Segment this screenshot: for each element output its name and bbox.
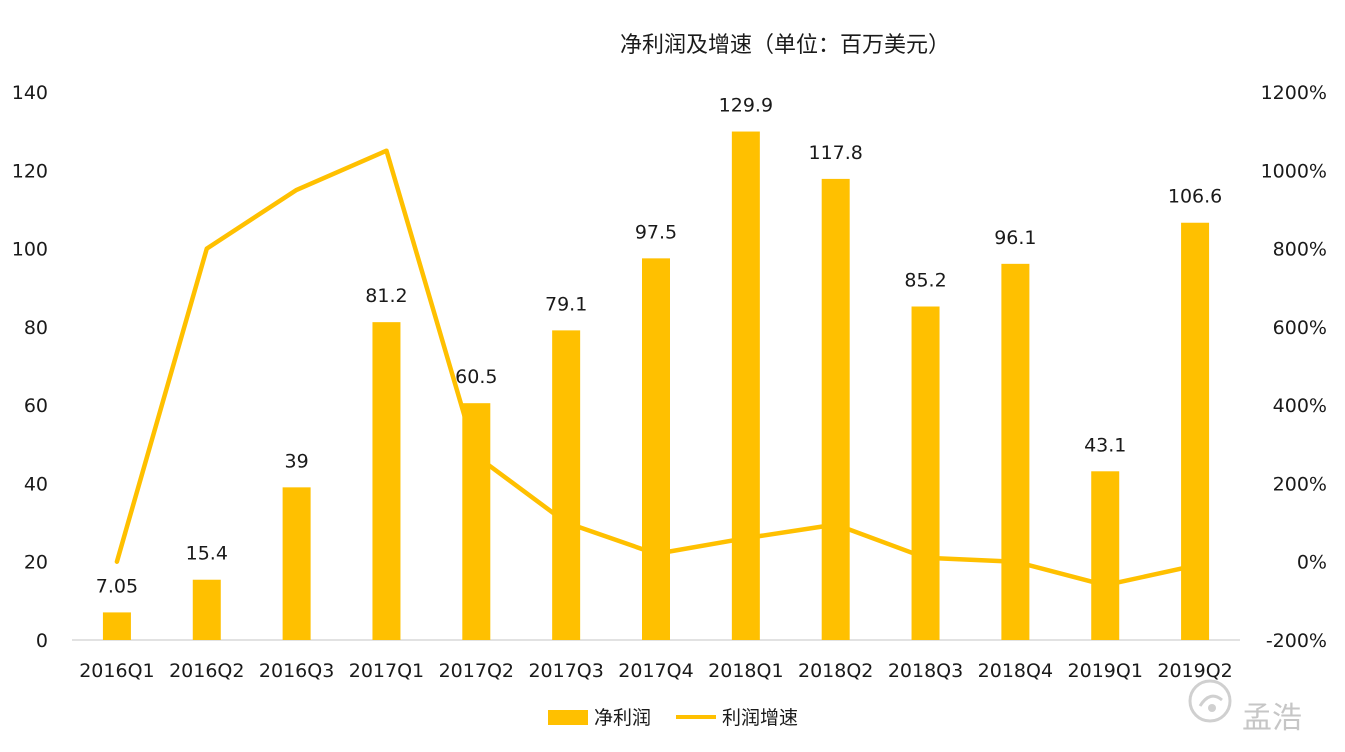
bar-data-labels: 7.05 15.4 39 81.2 60.5 79.1 97.5 129.9 117.8 85.2… <box>96 95 1223 598</box>
bar <box>102 612 131 640</box>
bar <box>821 178 850 640</box>
chart-title: 净利润及增速（单位：百万美元） <box>620 33 950 58</box>
x-tick-label: 2018Q4 <box>978 660 1053 682</box>
bar-value-label: 97.5 <box>635 221 677 243</box>
legend: 净利润 利润增速 <box>548 707 798 729</box>
x-tick-label: 2016Q1 <box>79 660 154 682</box>
bar-value-label: 39 <box>285 450 309 472</box>
right-tick-label: 800% <box>1273 239 1327 261</box>
bar <box>372 322 401 640</box>
left-tick-label: 80 <box>24 317 48 339</box>
x-tick-label: 2017Q3 <box>528 660 603 682</box>
bar <box>1091 471 1120 640</box>
bar <box>462 403 491 640</box>
right-tick-label: 0% <box>1297 552 1327 574</box>
left-axis: 0 20 40 60 80 100 120 140 <box>12 82 48 652</box>
x-tick-label: 2017Q1 <box>349 660 424 682</box>
left-tick-label: 0 <box>36 630 48 652</box>
line-series <box>114 148 1198 588</box>
right-axis: -200% 0% 200% 400% 600% 800% 1000% 1200% <box>1261 82 1327 652</box>
bar <box>1001 263 1030 640</box>
x-axis: 2016Q1 2016Q2 2016Q3 2017Q1 2017Q2 2017Q3 2017… <box>72 639 1240 682</box>
bar-value-label: 106.6 <box>1168 186 1222 208</box>
right-tick-label: 200% <box>1273 473 1327 495</box>
left-tick-label: 120 <box>12 160 48 182</box>
x-tick-label: 2017Q4 <box>618 660 693 682</box>
left-tick-label: 40 <box>24 473 48 495</box>
bar-value-label: 79.1 <box>545 293 587 315</box>
right-tick-label: 400% <box>1273 395 1327 417</box>
bar-series <box>102 131 1210 641</box>
bar-value-label: 7.05 <box>96 575 138 597</box>
bar-value-label: 129.9 <box>719 95 773 117</box>
left-tick-label: 60 <box>24 395 48 417</box>
legend-label-bar: 净利润 <box>594 707 651 729</box>
right-tick-label: 1000% <box>1261 160 1327 182</box>
bar-value-label: 81.2 <box>365 285 407 307</box>
bar-value-label: 15.4 <box>186 543 228 565</box>
bar-value-label: 96.1 <box>994 227 1036 249</box>
bar-value-label: 85.2 <box>904 270 946 292</box>
x-tick-label: 2018Q1 <box>708 660 783 682</box>
x-tick-label: 2019Q1 <box>1068 660 1143 682</box>
coin-logo-icon <box>1188 679 1232 723</box>
x-tick-label: 2018Q3 <box>888 660 963 682</box>
bar-value-label: 43.1 <box>1084 434 1126 456</box>
legend-swatch-bar <box>548 710 588 725</box>
bar <box>192 579 221 640</box>
bar-value-label: 117.8 <box>808 142 862 164</box>
right-tick-label: 1200% <box>1261 82 1327 104</box>
left-tick-label: 140 <box>12 82 48 104</box>
watermark-text: 孟浩 <box>1242 701 1302 736</box>
bar-value-label: 60.5 <box>455 366 497 388</box>
watermark: 孟浩 <box>1188 679 1302 736</box>
bar <box>552 330 581 640</box>
left-tick-label: 20 <box>24 552 48 574</box>
bar <box>911 306 940 640</box>
x-tick-label: 2016Q3 <box>259 660 334 682</box>
right-tick-label: 600% <box>1273 317 1327 339</box>
x-tick-label: 2016Q2 <box>169 660 244 682</box>
x-tick-label: 2018Q2 <box>798 660 873 682</box>
left-tick-label: 100 <box>12 239 48 261</box>
bar <box>282 487 311 640</box>
x-tick-label: 2019Q2 <box>1157 660 1232 682</box>
right-tick-label: -200% <box>1266 630 1327 652</box>
bar <box>1181 222 1210 641</box>
bar <box>642 258 670 640</box>
legend-label-line: 利润增速 <box>722 707 798 729</box>
bar <box>731 131 760 640</box>
x-tick-label: 2017Q2 <box>439 660 514 682</box>
